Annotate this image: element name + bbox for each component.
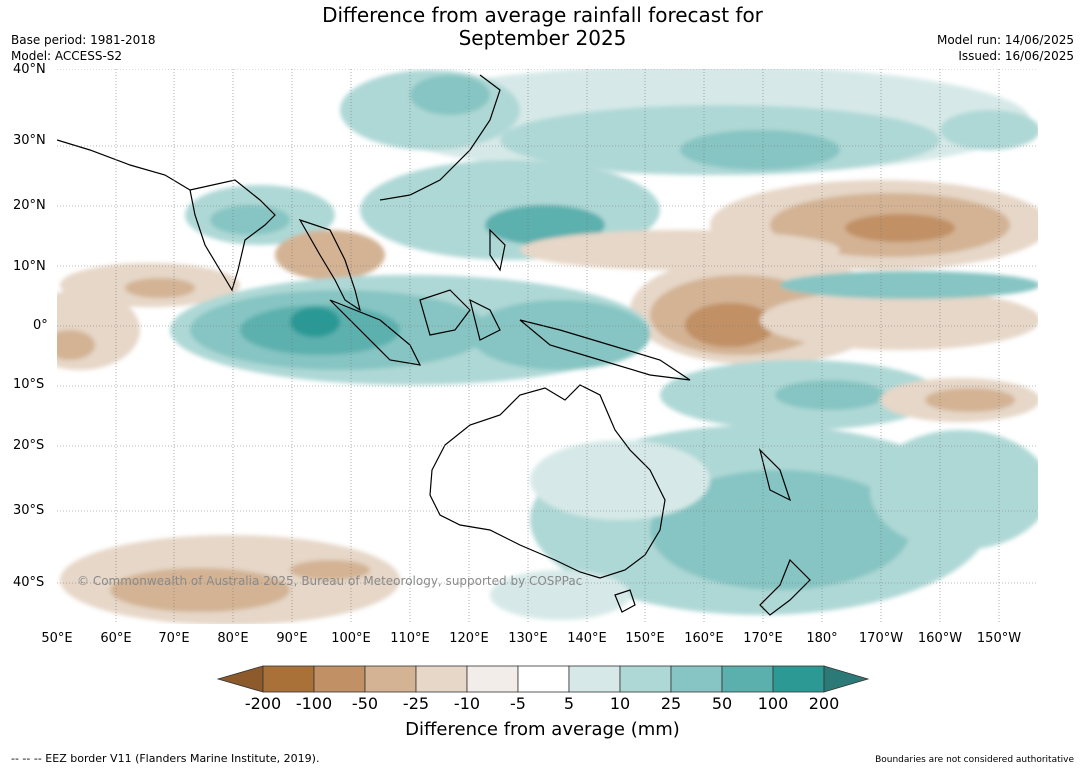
lon-label: 170°E <box>743 631 783 646</box>
colorbar-tick: -200 <box>244 694 282 713</box>
anomaly-field <box>57 69 1038 624</box>
colorbar-swatch <box>313 665 366 693</box>
lat-label: 10°S <box>13 377 45 392</box>
colorbar-swatch <box>670 665 723 693</box>
title-line-2: September 2025 <box>458 26 627 50</box>
colorbar-swatch <box>415 665 468 693</box>
lon-label: 50°E <box>41 631 73 646</box>
colorbar-swatch <box>517 665 570 693</box>
colorbar-tick: 5 <box>563 694 575 713</box>
issued-date: Issued: 16/06/2025 <box>958 49 1074 63</box>
meta-left: Base period: 1981-2018 Model: ACCESS-S2 <box>11 32 156 64</box>
colorbar-swatch <box>721 665 774 693</box>
model-name: Model: ACCESS-S2 <box>11 49 123 63</box>
lon-label: 90°E <box>276 631 308 646</box>
lon-label: 150°W <box>976 631 1022 646</box>
colorbar-tick: 100 <box>757 694 789 713</box>
meta-right: Model run: 14/06/2025 Issued: 16/06/2025 <box>937 32 1074 64</box>
colorbar-swatch <box>364 665 417 693</box>
lon-label: 110°E <box>390 631 430 646</box>
lon-label: 180° <box>806 631 838 646</box>
model-run: Model run: 14/06/2025 <box>936 33 1074 47</box>
lon-label: 160°E <box>684 631 724 646</box>
colorbar-tick: -10 <box>453 694 481 713</box>
colorbar-swatch <box>262 665 315 693</box>
colorbar-tick: 25 <box>660 694 682 713</box>
lat-label: 40°N <box>13 62 46 77</box>
title-line-1: Difference from average rainfall forecas… <box>322 3 763 27</box>
colorbar-label: Difference from average (mm) <box>405 719 680 740</box>
lon-label: 130°E <box>508 631 548 646</box>
lat-label: 20°S <box>13 438 45 453</box>
lon-label: 170°W <box>858 631 904 646</box>
colorbar-tick: -5 <box>510 694 526 713</box>
colorbar-tick: 10 <box>609 694 631 713</box>
lon-label: 150°E <box>625 631 665 646</box>
lon-label: 80°E <box>217 631 249 646</box>
base-period: Base period: 1981-2018 <box>11 33 156 47</box>
colorbar-tick: -50 <box>351 694 379 713</box>
lon-label: 60°E <box>100 631 132 646</box>
eez-note: -- -- -- EEZ border V11 (Flanders Marine… <box>11 752 320 765</box>
map-title: Difference from average rainfall forecas… <box>0 4 1085 50</box>
colorbar-tick: -25 <box>402 694 430 713</box>
lon-label: 70°E <box>158 631 190 646</box>
lon-label: 120°E <box>449 631 489 646</box>
coastlines <box>57 74 811 616</box>
colorbar-tick: -100 <box>295 694 333 713</box>
colorbar-swatch <box>568 665 621 693</box>
graticule <box>57 69 1038 624</box>
boundaries-note: Boundaries are not considered authoritat… <box>875 755 1074 765</box>
lon-label: 100°E <box>331 631 371 646</box>
lat-label: 30°N <box>13 133 46 148</box>
colorbar-tick: 200 <box>808 694 840 713</box>
lat-label: 10°N <box>13 259 46 274</box>
colorbar-swatch <box>772 665 825 693</box>
lon-label: 140°E <box>567 631 607 646</box>
colorbar <box>216 665 870 693</box>
colorbar-extend-low <box>216 665 264 693</box>
colorbar-swatch <box>466 665 519 693</box>
lat-label: 30°S <box>13 503 45 518</box>
colorbar-swatch <box>619 665 672 693</box>
lat-label: 0° <box>33 318 48 333</box>
colorbar-extend-high <box>823 665 870 693</box>
copyright-note: © Commonwealth of Australia 2025, Bureau… <box>77 574 583 588</box>
lat-label: 20°N <box>13 198 46 213</box>
lat-label: 40°S <box>13 575 45 590</box>
lon-label: 160°W <box>917 631 963 646</box>
colorbar-tick: 50 <box>711 694 733 713</box>
